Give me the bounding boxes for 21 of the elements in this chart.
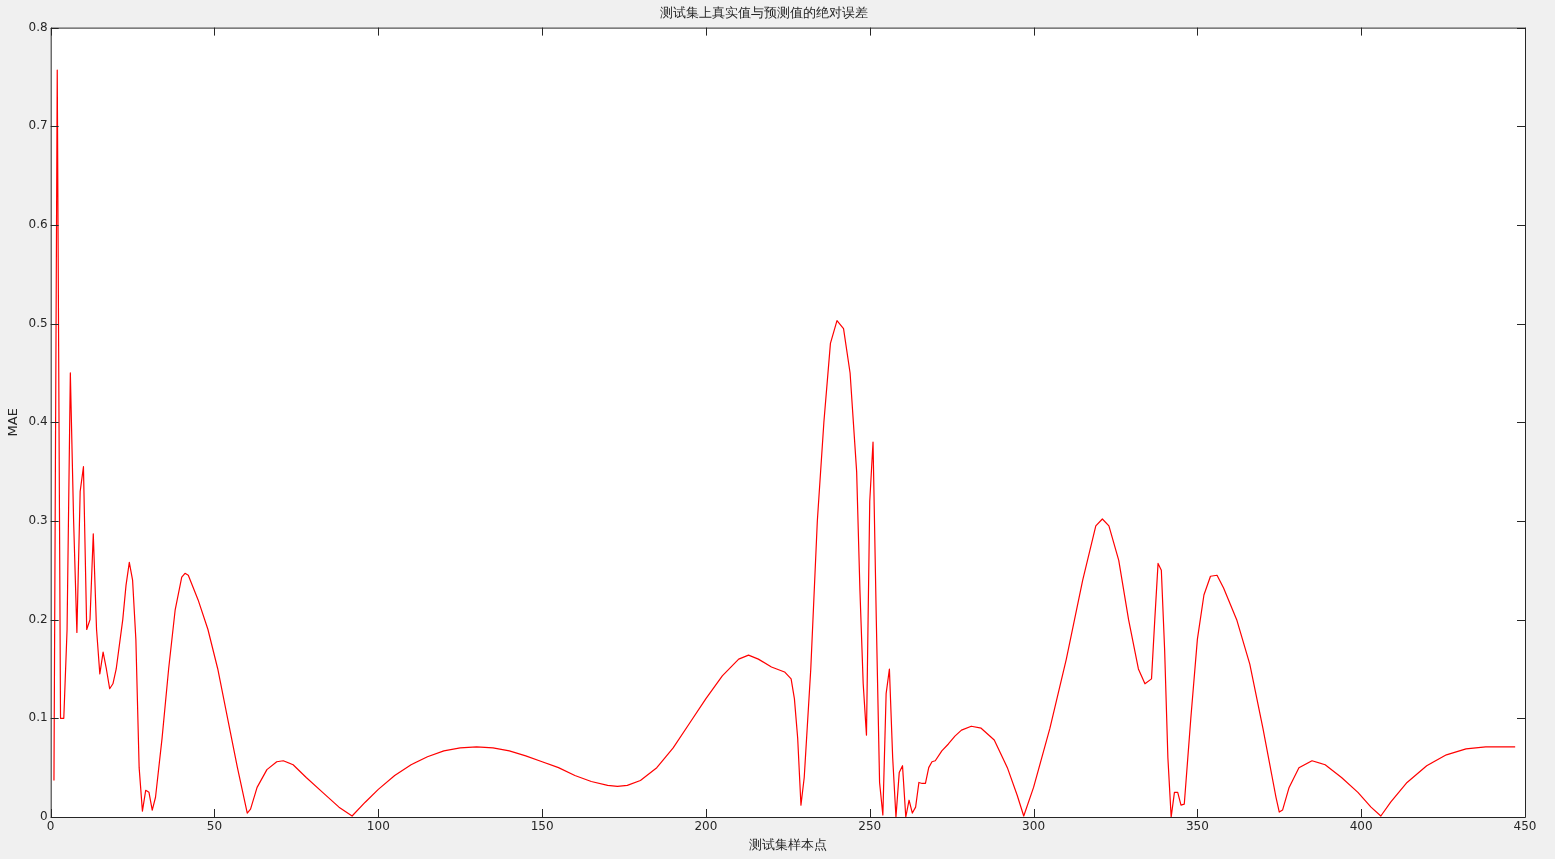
x-tick-label: 100 bbox=[366, 819, 390, 834]
x-tick-label: 50 bbox=[206, 819, 223, 834]
chart-title: 测试集上真实值与预测值的绝对误差 bbox=[659, 5, 868, 21]
y-tick-label: 0.6 bbox=[28, 217, 48, 232]
x-tick-label: 250 bbox=[858, 819, 882, 834]
y-tick-label: 0.2 bbox=[28, 611, 48, 626]
y-tick-label: 0 bbox=[40, 809, 48, 824]
y-tick-label: 0.5 bbox=[28, 315, 48, 330]
x-axis-title: 测试集样本点 bbox=[748, 836, 827, 852]
x-tick-label: 450 bbox=[1513, 819, 1537, 834]
y-tick-label: 0.8 bbox=[28, 19, 48, 34]
y-tick-label: 0.1 bbox=[28, 710, 48, 725]
x-tick-label: 200 bbox=[694, 819, 718, 834]
x-tick-label: 350 bbox=[1185, 819, 1209, 834]
y-tick-label: 0.7 bbox=[28, 118, 48, 133]
x-tick-label: 300 bbox=[1022, 819, 1046, 834]
x-tick-label: 400 bbox=[1349, 819, 1373, 834]
y-tick-label: 0.3 bbox=[28, 513, 48, 528]
y-axis-title: MAE bbox=[5, 408, 21, 437]
y-tick-label: 0.4 bbox=[28, 414, 48, 429]
x-tick-label: 150 bbox=[530, 819, 554, 834]
